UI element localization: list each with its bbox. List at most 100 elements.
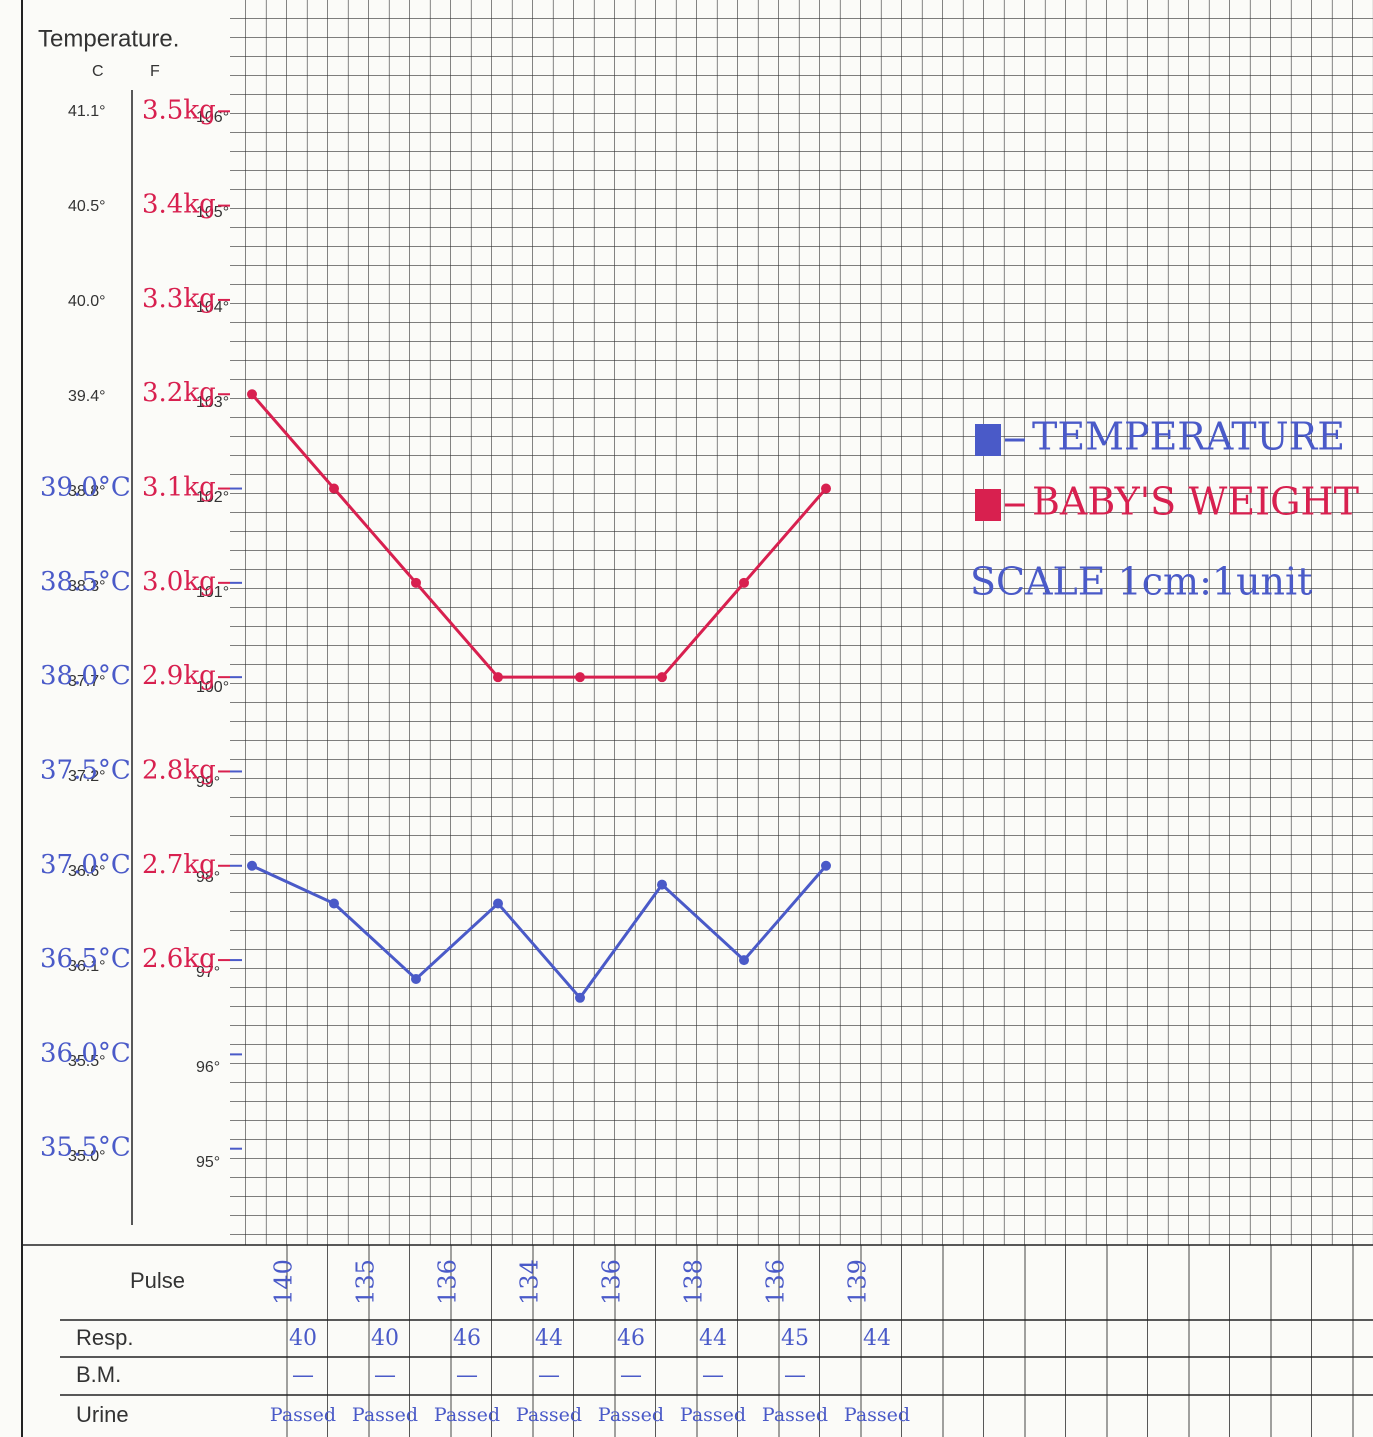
table-cell: 44 (535, 1326, 563, 1351)
y2-tick-label: 3.5kg (142, 95, 216, 125)
y-tick-label: 38.5°C (40, 567, 131, 597)
data-point (739, 955, 749, 966)
table-cell: 46 (617, 1326, 645, 1351)
printed-c-label: 40.0° (68, 293, 106, 310)
table-cell: — (702, 1363, 724, 1388)
printed-c-label: 36.6° (68, 863, 106, 880)
y-tick-label: 37.0°C (40, 850, 131, 880)
table-cell: 139 (844, 1259, 872, 1305)
printed-c-label: 41.1° (68, 103, 106, 120)
data-point (247, 860, 257, 871)
graph-paper (230, 0, 1373, 1245)
table-cell: — (292, 1363, 314, 1388)
printed-c-label: 40.5° (68, 198, 106, 215)
table-cell: Passed (680, 1404, 746, 1426)
legend-label: TEMPERATURE (1032, 415, 1345, 459)
printed-f-label: 95° (196, 1154, 220, 1171)
row-label: Pulse (130, 1268, 185, 1293)
data-point (411, 973, 421, 984)
y2-tick-label: 2.8kg (142, 755, 216, 785)
data-point (411, 577, 421, 588)
series-line (251, 864, 828, 1001)
table-cell: 45 (781, 1326, 809, 1351)
data-point (329, 483, 339, 494)
y2-tick-label: 3.2kg (142, 378, 216, 408)
printed-f-label: 100° (196, 679, 229, 696)
table-cell: Passed (844, 1404, 910, 1426)
y2-tick-label: 2.7kg (142, 850, 216, 880)
table-cell: — (620, 1363, 642, 1388)
y-tick-label: 39.0°C (40, 473, 131, 503)
table-cell: 46 (453, 1326, 481, 1351)
table-cell: 136 (598, 1259, 626, 1305)
table-cell: — (538, 1363, 560, 1388)
row-label: B.M. (76, 1362, 121, 1387)
table-cell: 140 (270, 1259, 298, 1305)
table-cell: 135 (352, 1259, 380, 1305)
table-cell: 134 (516, 1259, 544, 1305)
data-point (657, 672, 667, 683)
y2-tick-label: 3.1kg (142, 473, 216, 503)
data-point (493, 898, 503, 909)
printed-f-label: 98° (196, 869, 220, 886)
table-cell: Passed (598, 1404, 664, 1426)
table-cell: Passed (434, 1404, 500, 1426)
printed-f-label: 103° (196, 394, 229, 411)
table-cell: — (784, 1363, 806, 1388)
table-cell: 44 (863, 1326, 891, 1351)
y2-tick-label: 3.4kg (142, 190, 216, 220)
table-columns (262, 1245, 1373, 1437)
series-line (250, 393, 828, 679)
printed-f-label: 102° (196, 489, 229, 506)
y2-tick-label: 3.3kg (142, 284, 216, 314)
data-point (575, 992, 585, 1003)
y-tick-label: 36.5°C (40, 944, 131, 974)
y-tick-label: 37.5°C (40, 755, 131, 785)
table-cell: 44 (699, 1326, 727, 1351)
y2-tick-label: 2.9kg (142, 661, 216, 691)
table-cell: Passed (516, 1404, 582, 1426)
printed-f-label: 106° (196, 109, 229, 126)
annotation: SCALE 1cm:1unit (970, 560, 1312, 604)
data-point (575, 672, 585, 683)
data-point (247, 389, 257, 400)
data-point (739, 577, 749, 588)
printed-f-label: 101° (196, 584, 229, 601)
printed-c-label: 37.2° (68, 768, 106, 785)
table-cell: 40 (289, 1326, 317, 1351)
printed-f-label: 105° (196, 204, 229, 221)
y-tick-label: 38.0°C (40, 661, 131, 691)
printed-c-label: 35.5° (68, 1053, 106, 1070)
table-cell: Passed (270, 1404, 336, 1426)
legend-label: BABY'S WEIGHT (1032, 480, 1359, 524)
table-cell: — (374, 1363, 396, 1388)
printed-f-label: 96° (196, 1059, 220, 1076)
printed-f-label: 97° (196, 964, 220, 981)
row-label: Resp. (76, 1325, 133, 1350)
table-cell: 40 (371, 1326, 399, 1351)
table-cell: 136 (434, 1259, 462, 1305)
printed-c-label: 36.1° (68, 958, 106, 975)
printed-f-label: 104° (196, 299, 229, 316)
y-tick-label: 35.5°C (40, 1133, 131, 1163)
table-cell: 138 (680, 1259, 708, 1305)
printed-c-label: 35.0° (68, 1148, 106, 1165)
printed-c-label: 38.3° (68, 578, 106, 595)
unit-f: F (150, 63, 160, 80)
table-cell: Passed (762, 1404, 828, 1426)
y-tick-label: 36.0°C (40, 1038, 131, 1068)
table-cell: 136 (762, 1259, 790, 1305)
y2-tick-label: 2.6kg (142, 944, 216, 974)
data-point (493, 672, 503, 683)
data-point (329, 898, 339, 909)
table-cell: — (456, 1363, 478, 1388)
printed-c-label: 39.4° (68, 388, 106, 405)
legend-swatch (975, 489, 1001, 521)
data-point (657, 879, 667, 890)
printed-f-label: 99° (196, 774, 220, 791)
row-label: Urine (76, 1402, 129, 1427)
data-point (821, 860, 831, 871)
legend-swatch (975, 424, 1001, 456)
